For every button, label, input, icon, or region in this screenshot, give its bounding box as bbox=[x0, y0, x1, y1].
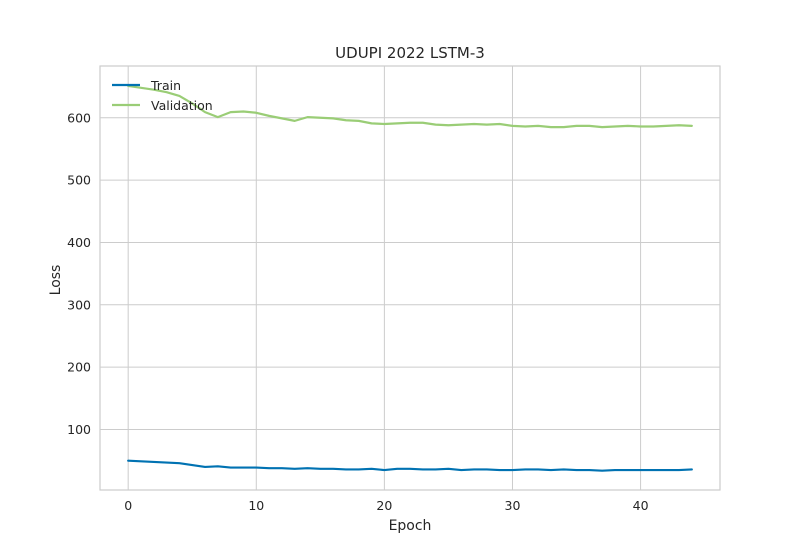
x-tick-label: 0 bbox=[124, 498, 132, 513]
x-tick-label: 10 bbox=[248, 498, 264, 513]
y-tick-label: 300 bbox=[67, 297, 91, 312]
series-line-train bbox=[127, 459, 693, 472]
y-tick-label: 200 bbox=[67, 360, 91, 375]
plot-frame bbox=[99, 65, 721, 491]
tick-labels: 0 10 20 30 40 100 200 300 400 500 600 bbox=[67, 110, 648, 513]
series-line-validation bbox=[127, 84, 693, 129]
legend: Train Validation bbox=[112, 78, 213, 113]
legend-label-train: Train bbox=[150, 78, 181, 93]
y-axis-label: Loss bbox=[48, 265, 64, 296]
series-lines bbox=[127, 84, 693, 472]
y-tick-label: 600 bbox=[67, 110, 91, 125]
chart-title: UDUPI 2022 LSTM-3 bbox=[335, 44, 485, 62]
x-tick-label: 40 bbox=[633, 498, 649, 513]
grid-lines bbox=[100, 66, 720, 490]
x-axis-label: Epoch bbox=[389, 518, 432, 534]
x-tick-label: 30 bbox=[505, 498, 521, 513]
y-tick-label: 400 bbox=[67, 235, 91, 250]
y-tick-label: 500 bbox=[67, 173, 91, 188]
y-tick-label: 100 bbox=[67, 422, 91, 437]
x-tick-label: 20 bbox=[376, 498, 392, 513]
legend-label-validation: Validation bbox=[151, 98, 213, 113]
